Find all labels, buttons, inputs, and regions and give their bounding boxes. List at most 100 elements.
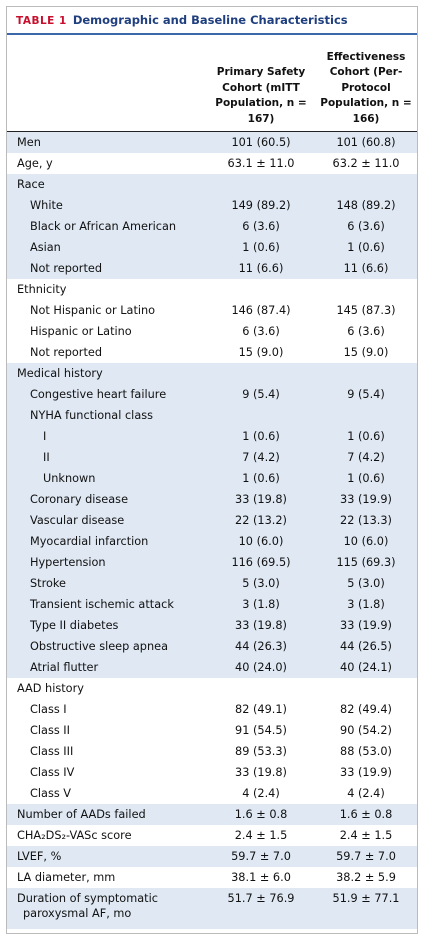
row-label-text: Race bbox=[17, 178, 45, 191]
row-label-text: Transient ischemic attack bbox=[30, 598, 174, 611]
table-row: NYHA functional class bbox=[7, 405, 417, 426]
table-row: II 7 (4.2) 7 (4.2) bbox=[7, 447, 417, 468]
value-cell bbox=[207, 279, 315, 300]
table-row: LVEF, % 59.7 ± 7.0 59.7 ± 7.0 bbox=[7, 846, 417, 867]
value-cell: 5 (3.0) bbox=[207, 573, 315, 594]
row-label-text: LA diameter, mm bbox=[17, 871, 116, 884]
value-cell: 91 (54.5) bbox=[235, 724, 287, 737]
table-row: Ethnicity bbox=[7, 279, 417, 300]
value-cell: 116 (69.5) bbox=[207, 552, 315, 573]
row-label: White bbox=[7, 195, 207, 216]
value-cell bbox=[315, 405, 417, 426]
value-cell: 63.1 ± 11.0 bbox=[227, 157, 295, 170]
row-label-text: Obstructive sleep apnea bbox=[30, 640, 169, 653]
value-cell: 33 (19.9) bbox=[340, 766, 392, 779]
row-label-text: CHA₂DS₂-VASc score bbox=[17, 829, 132, 842]
row-label: Class I bbox=[7, 699, 207, 720]
row-label-text: NYHA functional class bbox=[30, 409, 154, 422]
row-label: II bbox=[7, 447, 207, 468]
row-label: Not reported bbox=[7, 342, 207, 363]
row-label-text: Hispanic or Latino bbox=[30, 325, 132, 338]
value-cell: 7 (4.2) bbox=[315, 447, 417, 468]
column-header: Effectiveness Cohort (Per-Protocol Popul… bbox=[315, 35, 417, 132]
row-label: Class IV bbox=[7, 762, 207, 783]
table-row: Myocardial infarction 10 (6.0) 10 (6.0) bbox=[7, 531, 417, 552]
row-label: Black or African American bbox=[7, 216, 207, 237]
table-row: I 1 (0.6) 1 (0.6) bbox=[7, 426, 417, 447]
row-label-text: Stroke bbox=[30, 577, 66, 590]
row-label-text: LVEF, % bbox=[17, 850, 62, 863]
value-cell bbox=[207, 678, 315, 699]
table-row: Not Hispanic or Latino 146 (87.4) 145 (87.… bbox=[7, 300, 417, 321]
table-row: Asian 1 (0.6) 1 (0.6) bbox=[7, 237, 417, 258]
row-label: Type II diabetes bbox=[7, 615, 207, 636]
row-label: LVEF, % bbox=[7, 846, 207, 867]
value-cell bbox=[315, 174, 417, 195]
value-cell: 1 (0.6) bbox=[207, 426, 315, 447]
value-cell: 6 (3.6) bbox=[242, 325, 280, 338]
table-row: Congestive heart failure 9 (5.4) 9 (5.4) bbox=[7, 384, 417, 405]
row-label-text: Type II diabetes bbox=[30, 619, 119, 632]
row-label-text: Class V bbox=[30, 787, 72, 800]
value-cell: 1.6 ± 0.8 bbox=[315, 804, 417, 825]
row-label: Not Hispanic or Latino bbox=[7, 300, 207, 321]
value-cell: 1 (0.6) bbox=[315, 468, 417, 489]
row-label-text: Myocardial infarction bbox=[30, 535, 149, 548]
table-row: Men 101 (60.5) 101 (60.8) bbox=[7, 131, 417, 153]
row-label: Vascular disease bbox=[7, 510, 207, 531]
header-cell bbox=[7, 35, 207, 132]
value-cell: 44 (26.5) bbox=[315, 636, 417, 657]
value-cell: 3 (1.8) bbox=[207, 594, 315, 615]
table-row: Hypertension 116 (69.5) 115 (69.3) bbox=[7, 552, 417, 573]
value-cell: 1 (0.6) bbox=[207, 468, 315, 489]
row-label: Stroke bbox=[7, 573, 207, 594]
value-cell: 145 (87.3) bbox=[336, 304, 396, 317]
value-cell: 11 (6.6) bbox=[207, 258, 315, 279]
value-cell: 33 (19.8) bbox=[207, 615, 315, 636]
value-cell: 33 (19.9) bbox=[315, 489, 417, 510]
row-label-text: Black or African American bbox=[30, 220, 177, 233]
row-label-text: Class IV bbox=[30, 766, 75, 779]
table-row: White 149 (89.2) 148 (89.2) bbox=[7, 195, 417, 216]
table-row: AAD history bbox=[7, 678, 417, 699]
value-cell: 2.4 ± 1.5 bbox=[339, 829, 393, 842]
value-cell: 40 (24.0) bbox=[207, 657, 315, 678]
value-cell: 2.4 ± 1.5 bbox=[234, 829, 288, 842]
row-label-text: Hypertension bbox=[30, 556, 106, 569]
header-row: Primary Safety Cohort (mITT Population, … bbox=[7, 35, 417, 132]
row-label: Duration of symptomatic paroxysmal AF, m… bbox=[7, 888, 207, 929]
value-cell bbox=[315, 279, 417, 300]
table-row: Atrial flutter 40 (24.0) 40 (24.1) bbox=[7, 657, 417, 678]
row-label-text: Class II bbox=[30, 724, 70, 737]
value-cell: 51.7 ± 76.9 bbox=[207, 888, 315, 929]
table-row: Transient ischemic attack 3 (1.8) 3 (1.8) bbox=[7, 594, 417, 615]
table-row: Class II 91 (54.5) 90 (54.2) bbox=[7, 720, 417, 741]
row-label-text: II bbox=[43, 451, 50, 464]
value-cell: 44 (26.3) bbox=[207, 636, 315, 657]
row-label-text: Men bbox=[17, 136, 41, 149]
table-row: Duration of symptomatic paroxysmal AF, m… bbox=[7, 888, 417, 929]
value-cell: 1 (0.6) bbox=[315, 237, 417, 258]
row-label-text: Vascular disease bbox=[30, 514, 125, 527]
value-cell: 90 (54.2) bbox=[340, 724, 392, 737]
value-cell: 33 (19.9) bbox=[315, 615, 417, 636]
row-label-text: Ethnicity bbox=[17, 283, 67, 296]
value-cell: 101 (60.5) bbox=[207, 131, 315, 153]
value-cell: 148 (89.2) bbox=[315, 195, 417, 216]
row-label: Obstructive sleep apnea bbox=[7, 636, 207, 657]
value-cell: 82 (49.4) bbox=[340, 703, 392, 716]
column-header: Primary Safety Cohort (mITT Population, … bbox=[207, 35, 315, 132]
table-row: Coronary disease 33 (19.8) 33 (19.9) bbox=[7, 489, 417, 510]
row-label: Atrial flutter bbox=[7, 657, 207, 678]
table-row: Medical history bbox=[7, 363, 417, 384]
row-label: Race bbox=[7, 174, 207, 195]
table-row: Class I 82 (49.1) 82 (49.4) bbox=[7, 699, 417, 720]
row-label: AAD history bbox=[7, 678, 207, 699]
row-label-text: White bbox=[30, 199, 63, 212]
row-label: Class III bbox=[7, 741, 207, 762]
value-cell: 10 (6.0) bbox=[207, 531, 315, 552]
value-cell: 6 (3.6) bbox=[347, 325, 385, 338]
row-label: Asian bbox=[7, 237, 207, 258]
value-cell: 88 (53.0) bbox=[340, 745, 392, 758]
